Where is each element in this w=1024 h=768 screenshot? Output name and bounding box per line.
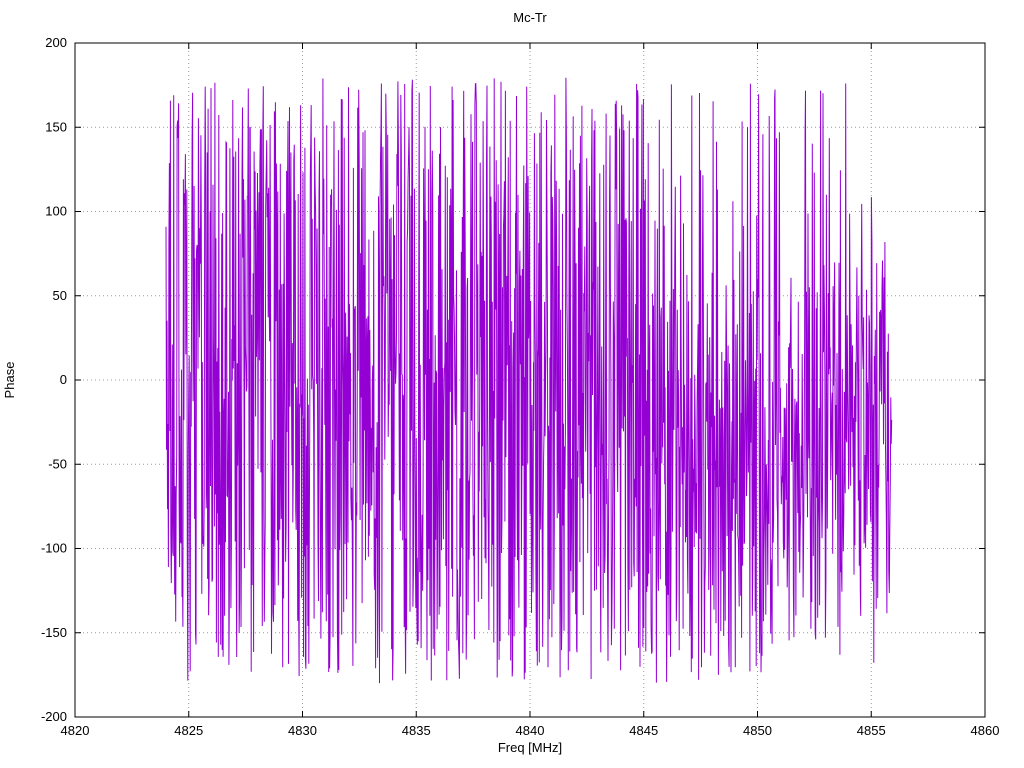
x-tick-label: 4845 — [629, 723, 658, 738]
x-tick-label: 4835 — [402, 723, 431, 738]
x-tick-label: 4860 — [971, 723, 1000, 738]
y-tick-label: 100 — [45, 204, 67, 219]
x-tick-label: 4825 — [174, 723, 203, 738]
x-tick-label: 4840 — [516, 723, 545, 738]
y-tick-label: -150 — [41, 625, 67, 640]
y-tick-label: -100 — [41, 541, 67, 556]
x-tick-label: 4820 — [61, 723, 90, 738]
y-axis-label: Phase — [2, 362, 17, 399]
y-tick-label: -50 — [48, 456, 67, 471]
y-tick-label: 150 — [45, 119, 67, 134]
x-axis-label: Freq [MHz] — [498, 740, 562, 755]
x-tick-label: 4850 — [743, 723, 772, 738]
y-tick-label: 200 — [45, 35, 67, 50]
y-tick-label: -200 — [41, 709, 67, 724]
x-tick-label: 4830 — [288, 723, 317, 738]
plot-border — [74, 42, 986, 718]
x-tick-label: 4855 — [857, 723, 886, 738]
chart-dynamic-layer: 4820 4825 4830 4835 4840 4845 4850 4855 4860 -200… — [41, 35, 999, 738]
y-tick-label: 0 — [60, 372, 67, 387]
y-tick-label: 50 — [53, 288, 67, 303]
phase-series-path — [165, 77, 893, 684]
chart-title: Mc-Tr — [513, 10, 547, 25]
